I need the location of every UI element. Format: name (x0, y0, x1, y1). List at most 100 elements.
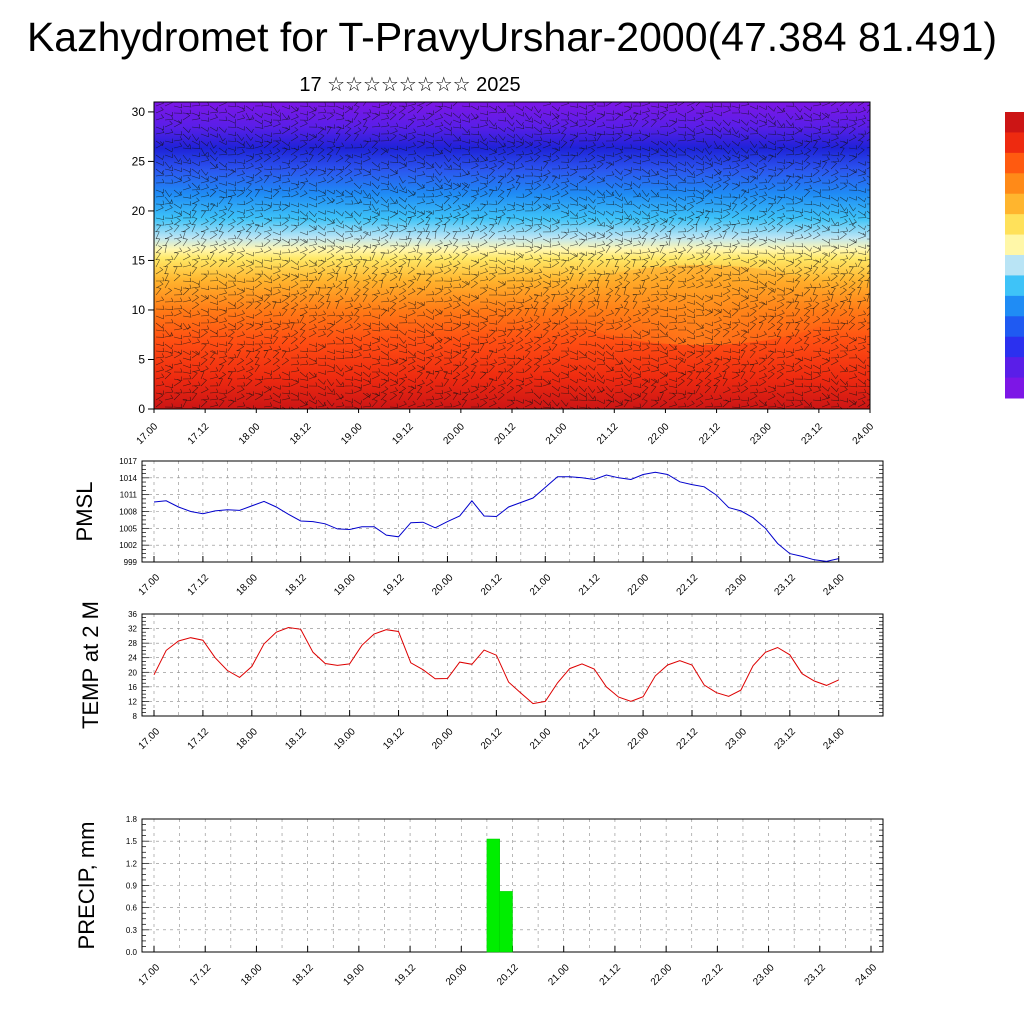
temp-panel: 8 12 16 20 24 28 32 36 17.00 17.12 18.00 18.12 19.00… (78, 601, 884, 752)
pmsl-x-tick-label: 19.12 (381, 572, 407, 598)
pmsl-x-tick-label: 18.12 (283, 572, 309, 598)
temp-y-tick-label: 36 (128, 610, 137, 619)
colorbar-swatch (1005, 255, 1024, 276)
colorbar-swatch (1005, 295, 1024, 317)
precip-bar (486, 838, 500, 953)
xs-x-tick-label: 17.12 (186, 421, 212, 447)
precip-y-tick-label: 0.0 (126, 948, 138, 957)
temp-x-tick-label: 17.12 (186, 726, 212, 752)
temp-y-tick-label: 28 (128, 639, 137, 648)
precip-axis-label: PRECIP, mm (74, 822, 99, 950)
temp-x-tick-label: 21.00 (528, 726, 554, 752)
xs-x-tick-label: 18.12 (288, 421, 314, 447)
precip-x-tick-label: 17.00 (137, 962, 163, 988)
precip-y-tick-label: 1.5 (126, 837, 138, 846)
precip-x-tick-label: 19.12 (393, 962, 419, 988)
pmsl-y-tick-label: 1014 (119, 474, 137, 483)
colorbar-swatch (1005, 173, 1024, 195)
xs-y-tick-label: 25 (132, 154, 146, 168)
temp-x-tick-label: 19.00 (332, 726, 358, 752)
xs-y-tick-label: 0 (138, 402, 145, 416)
temp-x-tick-label: 22.12 (675, 726, 701, 752)
xs-y-tick-label: 20 (132, 204, 146, 218)
precip-x-tick-label: 24.00 (854, 962, 880, 988)
pmsl-series-line (153, 471, 839, 562)
pmsl-grid (142, 460, 883, 563)
xs-x-tick-label: 24.00 (851, 421, 877, 447)
xs-x-tick-label: 17.00 (135, 421, 161, 447)
xs-y-tick-label: 10 (132, 303, 146, 317)
temp-y-tick-label: 12 (128, 697, 137, 706)
precip-bar (499, 891, 513, 953)
xs-x-tick-label: 21.00 (544, 421, 570, 447)
temp-x-tick-label: 18.12 (283, 726, 309, 752)
colorbar-swatch (1005, 234, 1024, 256)
precip-y-tick-label: 0.3 (126, 926, 138, 935)
temp-x-tick-label: 21.12 (577, 726, 603, 752)
colorbar (1005, 112, 1024, 399)
xs-x-tick-label: 23.12 (800, 421, 826, 447)
pmsl-y-tick-label: 1011 (120, 491, 138, 500)
wind-barbs (155, 102, 870, 409)
colorbar-swatch (1005, 193, 1024, 215)
pmsl-x-tick-label: 20.00 (430, 572, 456, 598)
temp-x-tick-label: 24.00 (821, 726, 847, 752)
colorbar-swatch (1005, 336, 1024, 358)
precip-x-tick-label: 18.00 (239, 962, 265, 988)
pmsl-x-tick-label: 17.12 (186, 572, 212, 598)
xs-x-tick-label: 20.00 (442, 421, 468, 447)
xs-x-tick-label: 18.00 (237, 421, 263, 447)
pmsl-x-tick-label: 18.00 (234, 572, 260, 598)
precip-x-tick-label: 20.12 (495, 962, 521, 988)
chart-title: Kazhydromet for T-PravyUrshar-2000(47.38… (26, 14, 998, 60)
pmsl-x-tick-label: 22.00 (626, 572, 652, 598)
colorbar-swatch (1005, 152, 1024, 174)
precip-x-tick-label: 23.00 (751, 962, 777, 988)
precip-y-tick-label: 0.9 (126, 882, 138, 891)
xs-x-tick-label: 19.00 (339, 421, 365, 447)
pmsl-x-tick-label: 20.12 (479, 572, 505, 598)
pmsl-y-tick-label: 1008 (119, 508, 137, 517)
xs-x-tick-label: 19.12 (390, 421, 416, 447)
precip-y-tick-label: 1.8 (126, 815, 138, 824)
pmsl-y-tick-label: 1002 (119, 541, 137, 550)
temp-axis-label: TEMP at 2 M (78, 601, 103, 729)
temp-x-tick-label: 22.00 (626, 726, 652, 752)
precip-y-tick-label: 0.6 (126, 904, 138, 913)
xs-y-tick-label: 30 (132, 105, 146, 119)
pmsl-x-tick-label: 22.12 (675, 572, 701, 598)
precip-y-tick-label: 1.2 (126, 859, 138, 868)
precip-x-tick-label: 21.12 (598, 962, 624, 988)
pmsl-x-tick-label: 23.00 (724, 572, 750, 598)
precip-x-tick-label: 18.12 (290, 962, 316, 988)
xs-x-tick-label: 21.12 (595, 421, 621, 447)
temp-y-tick-label: 32 (128, 625, 137, 634)
pmsl-y-tick-label: 1005 (119, 524, 137, 533)
pmsl-x-tick-label: 17.00 (137, 572, 163, 598)
temp-y-tick-label: 16 (128, 683, 137, 692)
precip-x-tick-label: 22.12 (700, 962, 726, 988)
temp-x-tick-label: 20.12 (479, 726, 505, 752)
temp-y-tick-label: 20 (128, 668, 137, 677)
pmsl-x-tick-label: 19.00 (332, 572, 358, 598)
pmsl-frame (141, 460, 884, 563)
colorbar-swatch (1005, 377, 1024, 399)
pmsl-x-tick-label: 21.12 (577, 572, 603, 598)
pmsl-y-tick-label: 1017 (119, 457, 137, 466)
pmsl-x-tick-label: 24.00 (821, 572, 847, 598)
temp-y-tick-label: 24 (128, 654, 137, 663)
cross-section-field (154, 102, 870, 409)
pmsl-y-tick-label: 999 (124, 558, 138, 567)
temp-x-tick-label: 19.12 (381, 726, 407, 752)
xs-x-tick-label: 20.12 (493, 421, 519, 447)
temp-x-tick-label: 20.00 (430, 726, 456, 752)
xs-x-tick-label: 23.00 (748, 421, 774, 447)
temp-x-tick-label: 17.00 (137, 726, 163, 752)
temp-x-tick-label: 18.00 (234, 726, 260, 752)
precip-x-tick-label: 19.00 (342, 962, 368, 988)
temp-y-tick-label: 8 (133, 712, 138, 721)
xs-x-tick-label: 22.00 (646, 421, 672, 447)
xs-y-tick-label: 15 (132, 253, 146, 267)
colorbar-swatch (1005, 132, 1024, 154)
